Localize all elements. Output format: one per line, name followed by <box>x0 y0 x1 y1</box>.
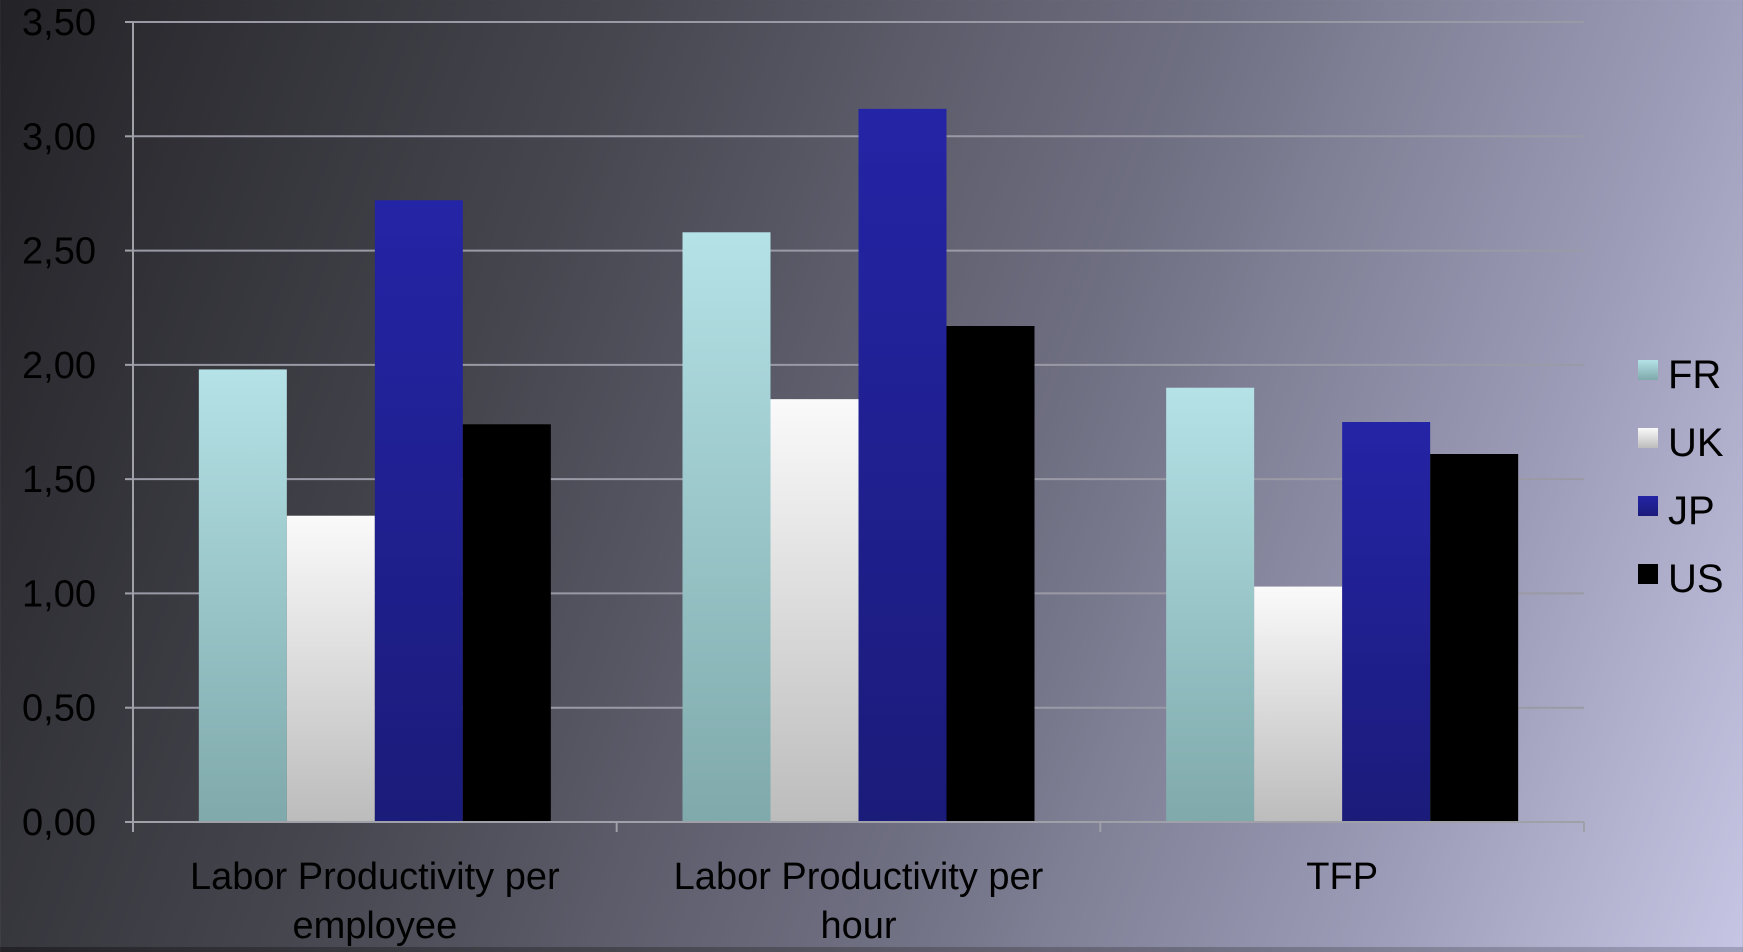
bar-fr <box>682 232 771 823</box>
legend-label: US <box>1668 557 1724 601</box>
bar-fr <box>198 369 287 822</box>
bar-jp <box>374 200 463 823</box>
bar-jp <box>1342 422 1431 822</box>
bar-uk <box>286 515 375 822</box>
bar-uk <box>770 399 859 822</box>
legend-label: FR <box>1668 353 1721 397</box>
legend-label: UK <box>1668 421 1724 465</box>
x-category-label: Labor Productivity per <box>674 856 1044 898</box>
y-tick-label: 2,00 <box>22 345 96 387</box>
y-tick-label: 2,50 <box>22 231 96 273</box>
legend-swatch-uk <box>1638 428 1658 448</box>
legend: FR UK JP US <box>1638 353 1724 601</box>
x-category-label: employee <box>292 905 457 947</box>
legend-swatch-us <box>1638 564 1658 584</box>
bar-fr <box>1166 387 1255 822</box>
y-tick-label: 3,50 <box>22 2 96 44</box>
bar-jp <box>858 108 947 823</box>
bar-us <box>946 326 1035 822</box>
y-tick-label: 1,00 <box>22 573 96 615</box>
x-category-label: TFP <box>1306 856 1378 898</box>
x-category-label: Labor Productivity per <box>190 856 560 898</box>
y-tick-label: 1,50 <box>22 459 96 501</box>
y-tick-label: 0,00 <box>22 802 96 844</box>
legend-swatch-jp <box>1638 496 1658 516</box>
legend-swatch-fr <box>1638 360 1658 380</box>
bar-us <box>1430 454 1519 822</box>
bar-uk <box>1254 586 1343 822</box>
axes: 0,00 0,50 1,00 1,50 2,00 2,50 3,00 3,50 Labor Pr… <box>22 2 1585 947</box>
x-category-label: hour <box>820 905 896 947</box>
bars <box>198 108 1519 823</box>
y-tick-label: 0,50 <box>22 688 96 730</box>
legend-label: JP <box>1668 489 1715 533</box>
bar-us <box>462 424 551 822</box>
y-tick-label: 3,00 <box>22 116 96 158</box>
